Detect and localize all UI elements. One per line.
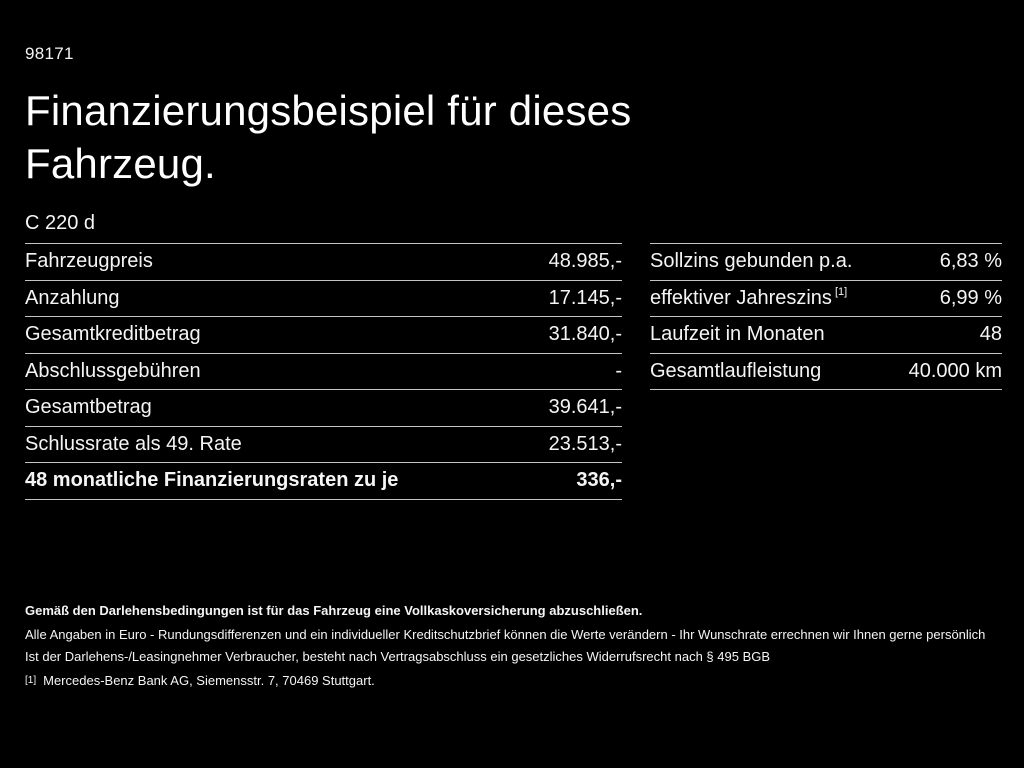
row-label: Anzahlung — [25, 286, 120, 309]
insurance-note: Gemäß den Darlehensbedingungen ist für d… — [25, 603, 643, 618]
row-value: 6,99 % — [939, 286, 1002, 309]
row-value: 23.513,- — [548, 432, 622, 455]
row-label: Sollzins gebunden p.a. — [650, 250, 853, 273]
row-value: 48 — [979, 323, 1002, 346]
page-title-line1: Finanzierungsbeispiel für dieses — [25, 87, 632, 134]
footnote-marker: [1] — [25, 675, 37, 686]
row-label: effektiver Jahreszins [1] — [650, 285, 848, 310]
page-title-line2: Fahrzeug. — [25, 140, 216, 187]
row-label-text: effektiver Jahreszins — [650, 286, 832, 309]
conditions-table: Sollzins gebunden p.a. 6,83 % effektiver… — [650, 243, 1002, 500]
row-label: Fahrzeugpreis — [25, 250, 153, 273]
disclaimer-line: Ist der Darlehens-/Leasingnehmer Verbrau… — [25, 649, 771, 664]
row-value: 40.000 km — [908, 359, 1002, 382]
table-row: Schlussrate als 49. Rate 23.513,- — [25, 427, 622, 463]
table-row: effektiver Jahreszins [1] 6,99 % — [650, 281, 1002, 317]
disclaimer-line: Alle Angaben in Euro - Rundungsdifferenz… — [25, 627, 986, 642]
footnote-text: Mercedes-Benz Bank AG, Siemensstr. 7, 70… — [43, 673, 375, 688]
footer-notes: Gemäß den Darlehensbedingungen ist für d… — [25, 600, 1002, 692]
row-label: Gesamtkreditbetrag — [25, 323, 201, 346]
row-label: Gesamtbetrag — [25, 396, 152, 419]
footnote-reference: [1] — [834, 285, 848, 298]
footnote: [1] Mercedes-Benz Bank AG, Siemensstr. 7,… — [25, 670, 1002, 692]
table-row: Gesamtkreditbetrag 31.840,- — [25, 317, 622, 354]
table-row-monthly-rate: 48 monatliche Finanzierungsraten zu je 3… — [25, 463, 622, 500]
vehicle-model: C 220 d — [25, 212, 96, 234]
table-row: Abschlussgebühren - — [25, 354, 622, 390]
table-row: Anzahlung 17.145,- — [25, 281, 622, 317]
table-row: Gesamtbetrag 39.641,- — [25, 390, 622, 427]
row-label: Laufzeit in Monaten — [650, 323, 825, 346]
row-label: Abschlussgebühren — [25, 359, 201, 382]
tables-area: Fahrzeugpreis 48.985,- Anzahlung 17.145,… — [25, 243, 1002, 500]
page-title: Finanzierungsbeispiel für dieses Fahrzeug… — [25, 84, 1002, 190]
row-label: Schlussrate als 49. Rate — [25, 432, 242, 455]
table-row: Laufzeit in Monaten 48 — [650, 317, 1002, 354]
row-label: Gesamtlaufleistung — [650, 359, 822, 382]
row-value: 48.985,- — [548, 250, 622, 273]
row-label: 48 monatliche Finanzierungsraten zu je — [25, 469, 399, 492]
table-row: Fahrzeugpreis 48.985,- — [25, 244, 622, 281]
vehicle-code: 98171 — [25, 44, 74, 63]
row-value: 336,- — [576, 469, 622, 492]
row-value: 17.145,- — [548, 286, 622, 309]
table-row: Gesamtlaufleistung 40.000 km — [650, 354, 1002, 390]
row-value: 6,83 % — [939, 250, 1002, 273]
row-value: 39.641,- — [548, 396, 622, 419]
row-value: 31.840,- — [548, 323, 622, 346]
financing-table: Fahrzeugpreis 48.985,- Anzahlung 17.145,… — [25, 243, 622, 500]
table-row: Sollzins gebunden p.a. 6,83 % — [650, 244, 1002, 281]
row-value: - — [615, 359, 622, 382]
